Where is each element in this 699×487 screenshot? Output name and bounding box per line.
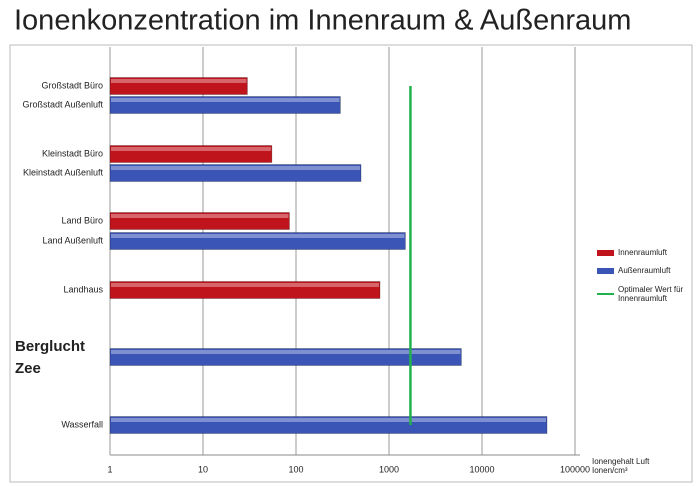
- x-tick-label: 10000: [469, 464, 494, 474]
- legend-label: Innenraumluft: [618, 248, 668, 257]
- bar-shine: [111, 147, 271, 151]
- legend-label: Optimaler Wert für: [618, 285, 684, 294]
- bar: [109, 281, 381, 299]
- legend-label: Innenraumluft: [618, 294, 668, 303]
- x-tick-label: 1: [107, 464, 112, 474]
- x-tick-label: 10: [198, 464, 208, 474]
- chart-frame: [9, 44, 693, 483]
- x-tick-label: 100: [288, 464, 303, 474]
- y-tick-label: Land Außenluft: [42, 235, 103, 245]
- bar: [109, 96, 341, 114]
- bar-shine: [111, 166, 361, 170]
- y-tick-label: Land Büro: [61, 215, 103, 225]
- bar-shine: [111, 350, 461, 354]
- x-tick-label: 1000: [379, 464, 399, 474]
- annotation: Zee: [15, 360, 41, 377]
- chart-title: Ionenkonzentration im Innenraum & Außenr…: [14, 5, 631, 37]
- bar: [109, 145, 273, 163]
- bar-shine: [111, 283, 379, 287]
- y-tick-label: Kleinstadt Büro: [42, 148, 103, 158]
- bar-shine: [111, 98, 340, 102]
- x-tick-label: 100000: [560, 464, 590, 474]
- legend-swatch: [597, 250, 614, 256]
- bar: [109, 232, 406, 250]
- bar: [109, 416, 548, 434]
- x-axis-label: Ionen/cm³: [592, 466, 628, 475]
- x-axis-label: Ionengehalt Luft: [592, 457, 650, 466]
- bar-shine: [111, 234, 405, 238]
- bar: [109, 212, 290, 230]
- y-tick-label: Wasserfall: [61, 419, 103, 429]
- y-tick-label: Kleinstadt Außenluft: [23, 167, 104, 177]
- bar-shine: [111, 79, 247, 83]
- bar-shine: [111, 214, 289, 218]
- y-tick-label: Großstadt Büro: [41, 80, 103, 90]
- annotation: Berglucht: [15, 338, 85, 355]
- bar: [109, 348, 462, 366]
- legend-swatch: [597, 268, 614, 274]
- bar: [109, 164, 362, 182]
- y-tick-label: Großstadt Außenluft: [22, 99, 103, 109]
- bar: [109, 77, 248, 95]
- bar-shine: [111, 418, 547, 422]
- legend-label: Außenraumluft: [618, 266, 671, 275]
- y-tick-label: Landhaus: [63, 284, 103, 294]
